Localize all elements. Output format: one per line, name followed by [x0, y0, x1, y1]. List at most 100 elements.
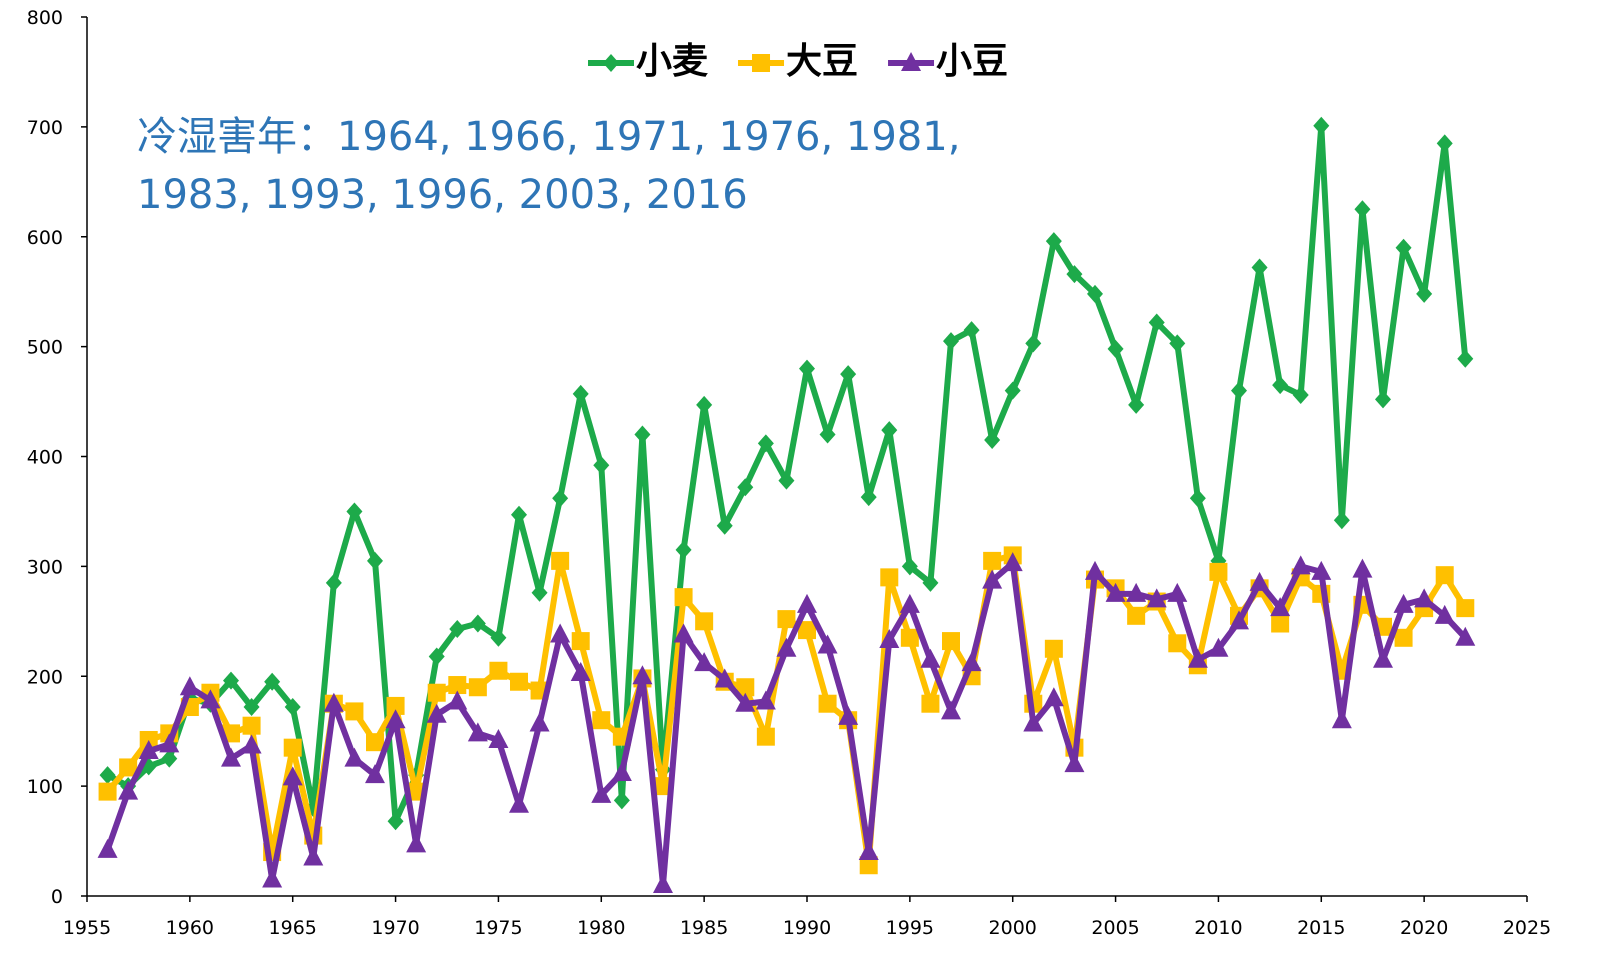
data-point [241, 734, 262, 754]
data-point [674, 588, 693, 607]
data-point [1043, 687, 1064, 707]
data-point [262, 868, 283, 888]
data-point [365, 764, 385, 784]
data-point [963, 321, 980, 340]
data-point [1354, 200, 1371, 219]
data-point [695, 612, 714, 631]
data-point [778, 471, 795, 490]
data-point [696, 395, 713, 414]
data-point [776, 637, 797, 657]
data-point [551, 551, 570, 570]
data-point [838, 705, 859, 725]
data-point [1352, 558, 1373, 578]
data-point [367, 551, 383, 570]
x-tick-label: 2025 [1503, 917, 1551, 939]
data-point [860, 488, 877, 507]
data-point [817, 634, 838, 654]
series-line [105, 552, 1468, 869]
data-point [1025, 334, 1042, 353]
data-point [714, 668, 735, 688]
data-point [799, 359, 815, 378]
data-point [119, 758, 138, 777]
y-tick-label: 800 [27, 7, 63, 29]
data-point [510, 672, 528, 691]
x-tick-label: 2010 [1194, 917, 1242, 939]
data-point [1087, 284, 1103, 303]
data-point [634, 425, 651, 444]
data-point [798, 621, 816, 640]
data-point [1270, 597, 1291, 617]
data-point [138, 739, 159, 759]
data-point [386, 696, 405, 715]
data-point [1169, 334, 1186, 353]
data-point [756, 727, 775, 746]
data-point [387, 812, 404, 831]
data-point [366, 733, 384, 752]
data-point [1331, 709, 1352, 729]
data-point [1395, 238, 1412, 257]
data-point [1126, 582, 1147, 602]
data-point [1375, 390, 1391, 409]
data-point [1168, 634, 1187, 653]
data-point [1066, 265, 1083, 284]
y-tick-label: 400 [27, 447, 63, 469]
data-point [1311, 560, 1332, 580]
x-tick-label: 1985 [680, 917, 728, 939]
data-point [1436, 134, 1453, 153]
data-point [983, 551, 1002, 570]
data-point [489, 661, 508, 680]
data-point [511, 505, 527, 524]
data-point [1394, 628, 1413, 647]
data-point [593, 456, 610, 475]
data-point [920, 648, 941, 668]
data-point [1292, 385, 1309, 404]
x-tick-label: 1995 [886, 917, 934, 939]
data-point [797, 593, 817, 613]
data-point [1271, 614, 1290, 633]
data-point [406, 833, 427, 853]
legend-marker [752, 54, 771, 72]
data-point [1333, 511, 1350, 530]
data-point [1004, 381, 1021, 400]
legend-label: 大豆 [786, 41, 858, 82]
data-point [1128, 395, 1145, 414]
data-point [653, 874, 673, 894]
data-point [468, 678, 487, 697]
data-point [1127, 606, 1146, 625]
data-point [552, 489, 569, 508]
data-point [200, 689, 221, 709]
data-point [921, 694, 940, 713]
data-point [1002, 552, 1023, 572]
data-point [426, 703, 447, 723]
data-point [118, 780, 139, 800]
data-point [1167, 582, 1188, 602]
data-point [943, 332, 959, 351]
data-point [283, 738, 302, 757]
data-point [385, 709, 406, 729]
data-point [879, 628, 900, 648]
data-point [1107, 339, 1124, 358]
x-tick-label: 1965 [269, 917, 317, 939]
data-point [221, 747, 241, 767]
data-point [345, 702, 364, 721]
data-point [1373, 648, 1393, 668]
x-tick-label: 2005 [1091, 917, 1139, 939]
x-tick-label: 1980 [577, 917, 625, 939]
y-tick-label: 0 [51, 886, 63, 908]
data-point [99, 766, 116, 785]
data-point [284, 698, 301, 717]
data-point [1208, 637, 1229, 657]
data-point [1209, 562, 1228, 581]
data-point [1085, 560, 1105, 580]
data-point [591, 783, 612, 803]
x-tick-label: 2015 [1297, 917, 1345, 939]
data-point [818, 694, 837, 713]
data-point [572, 384, 589, 403]
legend-label: 小麦 [636, 41, 708, 82]
x-tick-label: 1990 [783, 917, 831, 939]
data-point [1435, 566, 1454, 585]
data-point [1434, 604, 1455, 624]
data-point [323, 692, 344, 712]
